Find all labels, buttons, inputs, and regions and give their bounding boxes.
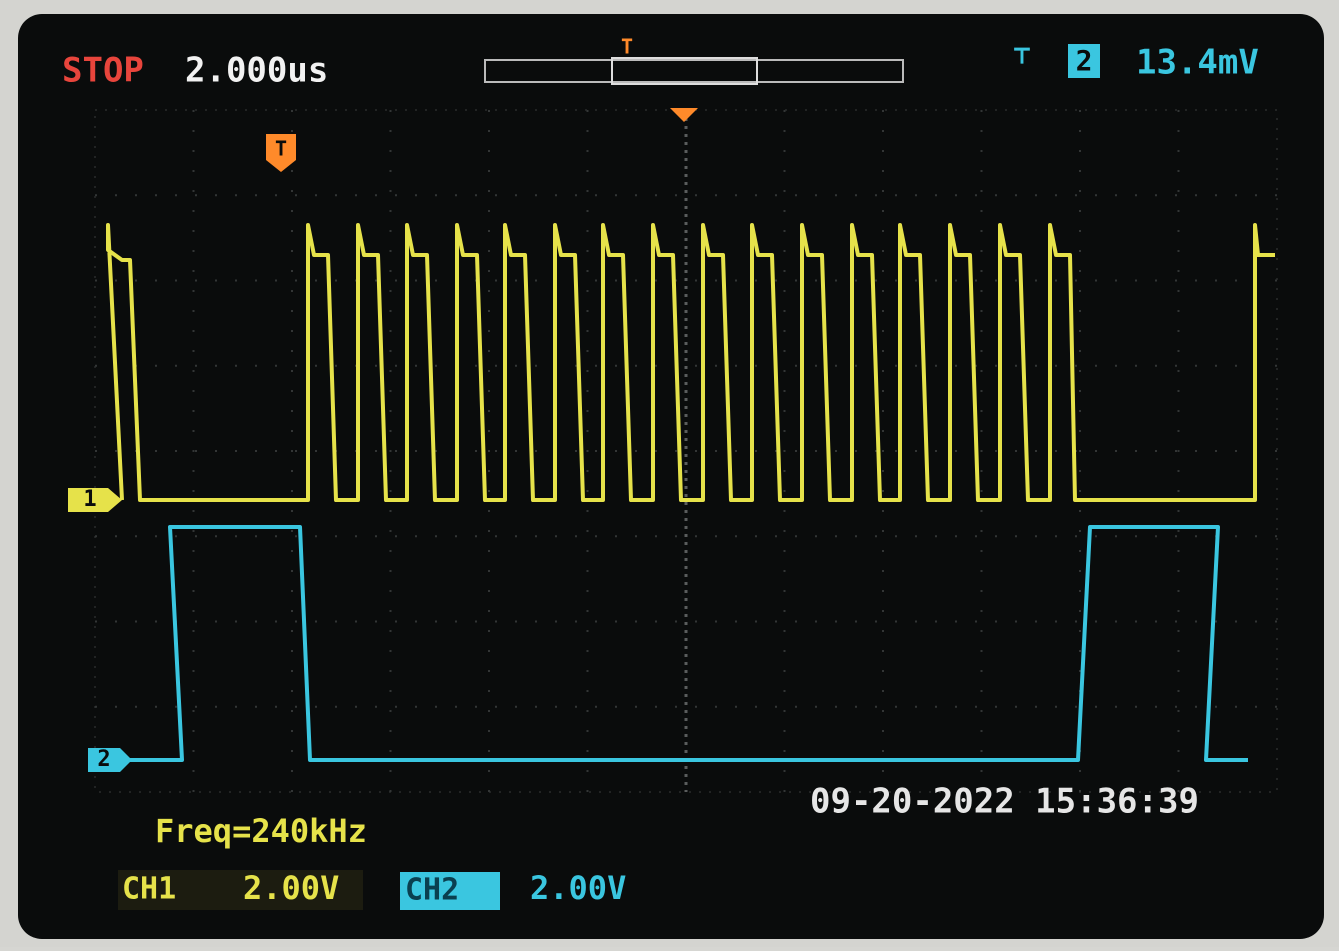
ch2-waveform: [122, 525, 1248, 762]
trigger-edge: ⸆: [1014, 42, 1031, 82]
trigger-position-marker: T: [621, 35, 633, 59]
ch1-label: CH1: [122, 872, 176, 907]
ch2-scale: 2.00V: [530, 869, 626, 907]
trigger-channel: 2: [1076, 44, 1093, 77]
ch1-marker-icon: [68, 488, 122, 512]
waveforms: [106, 223, 1275, 762]
timebase: 2.000us: [185, 51, 328, 91]
trigger-channel-box: [1068, 44, 1100, 78]
memory-bar: [484, 59, 904, 83]
run-state: STOP: [62, 51, 144, 91]
ch1-scale: 2.00V: [243, 869, 339, 907]
memory-window: [611, 57, 758, 85]
trigger-marker-icon: [266, 134, 296, 172]
ch1-marker: 1: [83, 487, 96, 512]
ch1-waveform: [106, 223, 1275, 502]
ch1-panel: [118, 870, 363, 910]
ch2-label-box: [400, 872, 500, 910]
ch2-marker-icon: [88, 748, 132, 772]
timestamp: 09-20-2022 15:36:39: [810, 782, 1199, 822]
trigger-level: 13.4mV: [1136, 43, 1259, 83]
frequency-measurement: Freq=240kHz: [155, 812, 367, 850]
trigger-marker: T: [275, 137, 287, 161]
graticule: [95, 110, 1277, 792]
screen: [18, 14, 1324, 939]
ch2-marker: 2: [97, 747, 110, 772]
trigger-time-marker: [670, 108, 698, 122]
ch2-label: CH2: [405, 873, 459, 908]
